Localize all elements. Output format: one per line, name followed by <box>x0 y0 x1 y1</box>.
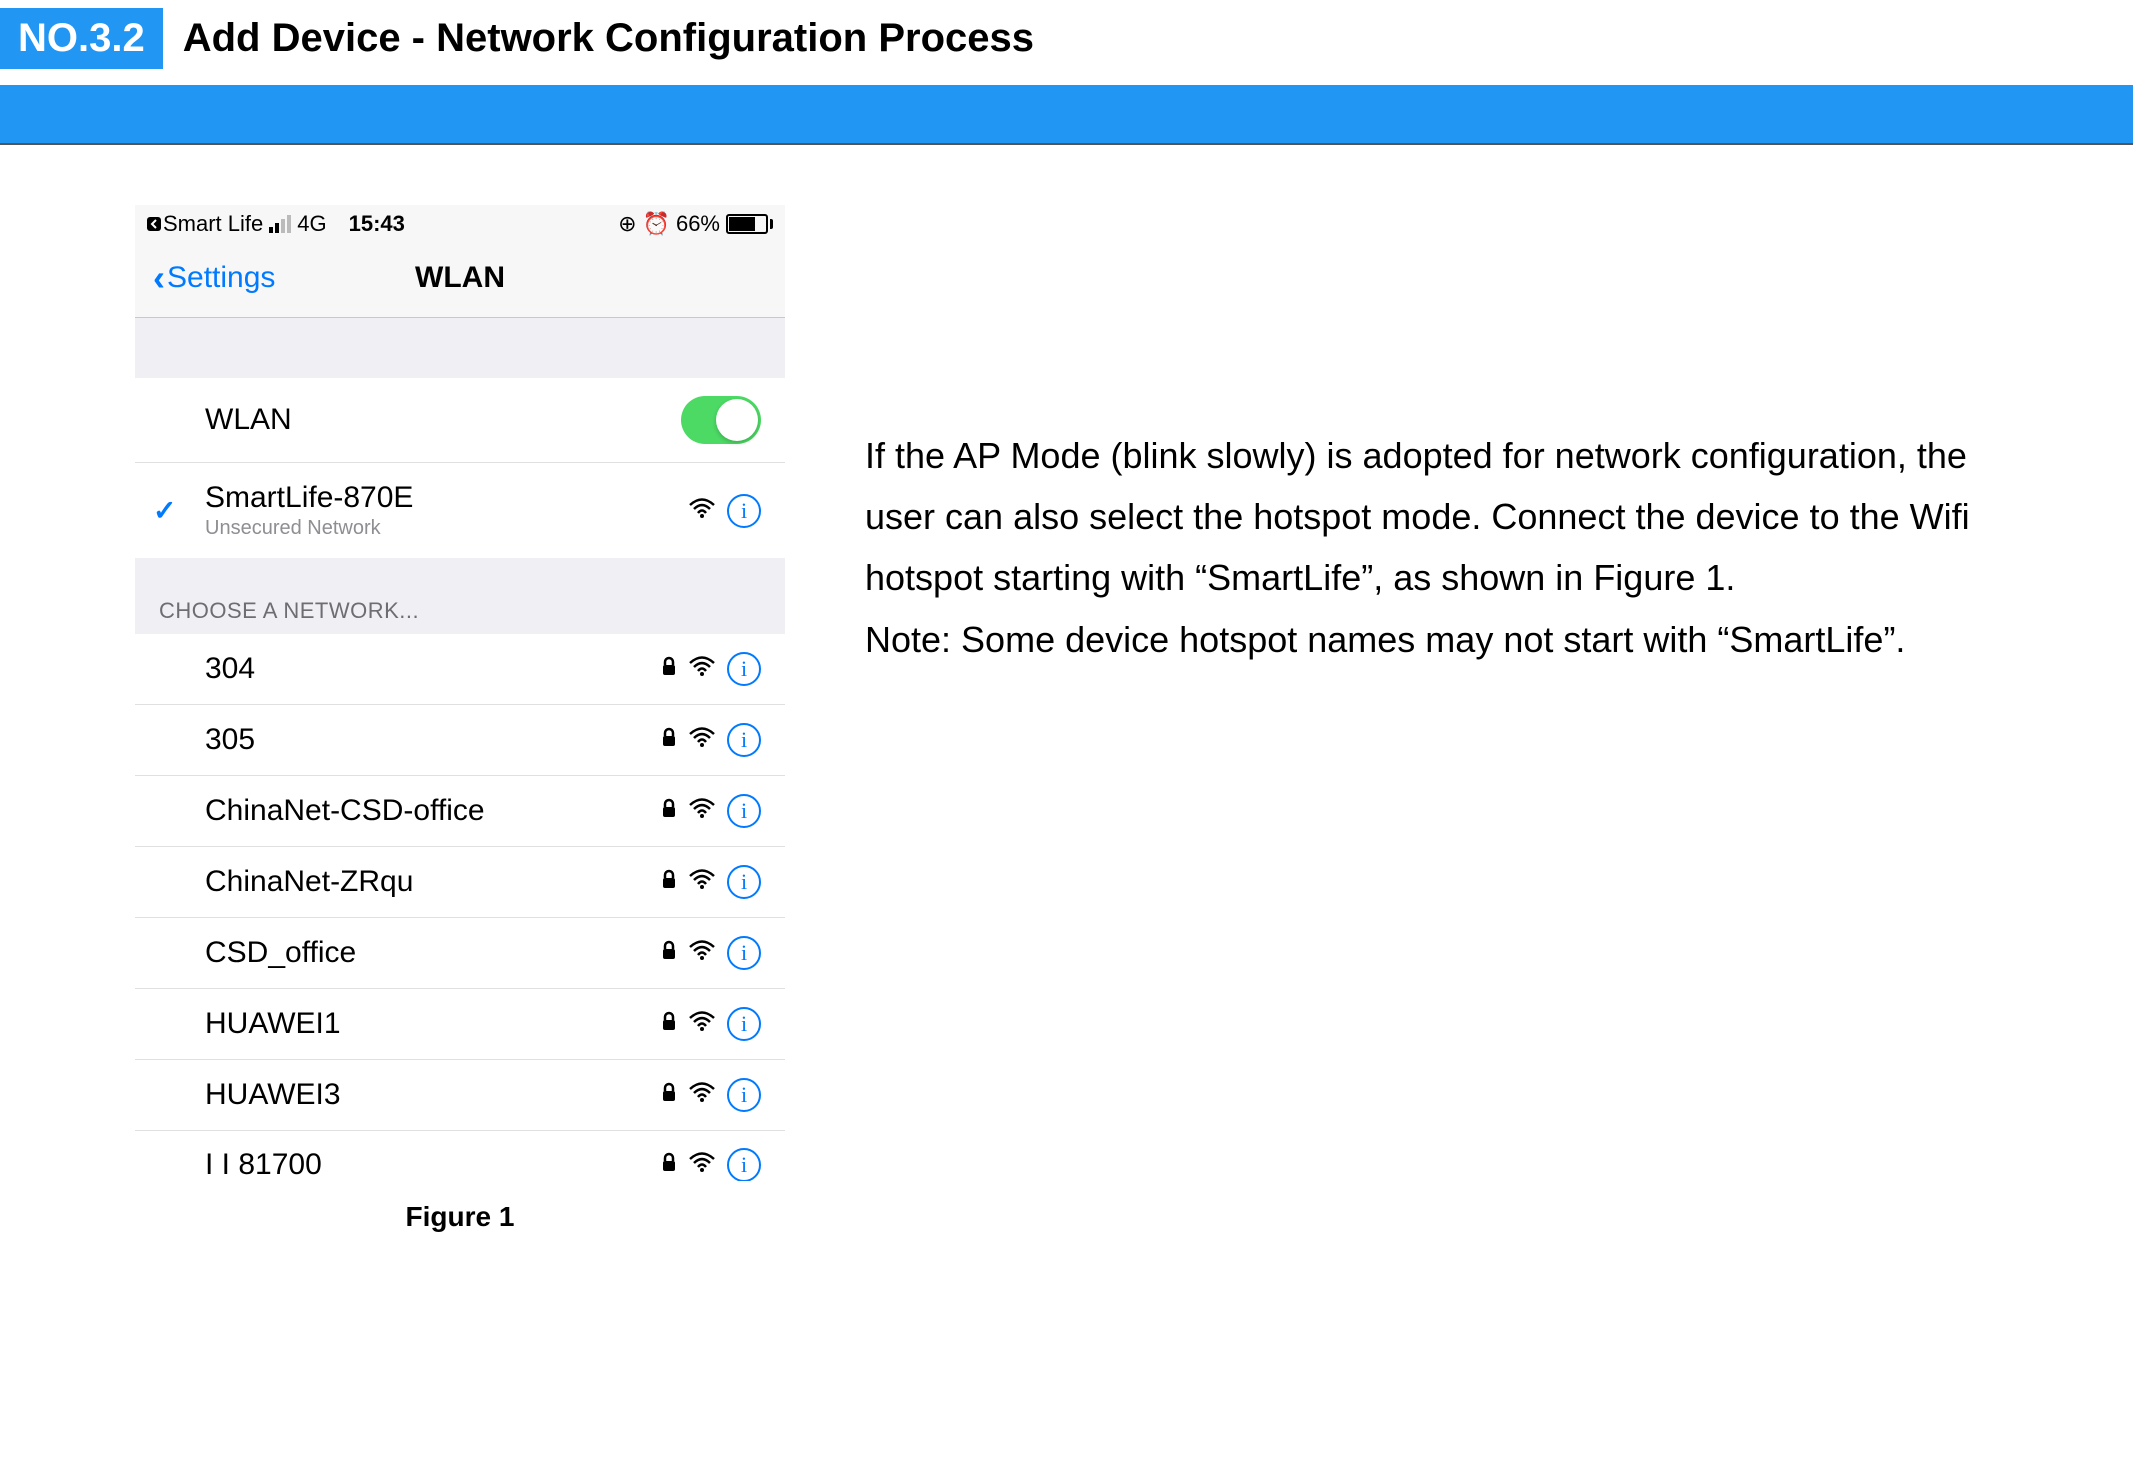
network-ssid: CSD_office <box>205 936 661 970</box>
network-icons: i <box>661 865 761 899</box>
network-icons: i <box>661 1078 761 1112</box>
lock-icon <box>661 798 677 824</box>
wifi-icon <box>689 939 715 967</box>
info-icon[interactable]: i <box>727 794 761 828</box>
lock-icon <box>661 1082 677 1108</box>
lock-icon <box>661 656 677 682</box>
network-icons: i <box>661 1007 761 1041</box>
info-icon[interactable]: i <box>727 936 761 970</box>
network-row[interactable]: I I 81700 i <box>135 1131 785 1181</box>
network-ssid: ChinaNet-CSD-office <box>205 794 661 828</box>
network-row[interactable]: ChinaNet-CSD-office i <box>135 776 785 847</box>
alarm-icon: ⏰ <box>643 211 670 237</box>
nav-bar: ‹ Settings WLAN <box>135 243 785 318</box>
battery-icon <box>726 214 773 234</box>
wlan-toggle-group: WLAN ✓ SmartLife-870E Unsecured Network <box>135 378 785 558</box>
connected-icons: i <box>689 494 761 528</box>
wifi-icon <box>689 1010 715 1038</box>
phone-screenshot: Smart Life 4G 15:43 ⊕ ⏰ 66% <box>135 205 785 1181</box>
back-app-label: Smart Life <box>163 211 263 237</box>
network-icons: i <box>661 794 761 828</box>
spacer <box>135 318 785 378</box>
network-icons: i <box>661 1148 761 1181</box>
status-bar: Smart Life 4G 15:43 ⊕ ⏰ 66% <box>135 205 785 243</box>
info-icon[interactable]: i <box>727 865 761 899</box>
network-ssid: 304 <box>205 652 661 686</box>
page-header: NO.3.2 Add Device - Network Configuratio… <box>0 0 2133 85</box>
network-ssid: 305 <box>205 723 661 757</box>
lock-icon <box>661 1152 677 1178</box>
section-number-badge: NO.3.2 <box>0 8 163 69</box>
connected-network-row[interactable]: ✓ SmartLife-870E Unsecured Network i <box>135 463 785 558</box>
wifi-icon <box>689 655 715 683</box>
checkmark-icon: ✓ <box>153 494 176 527</box>
network-ssid: ChinaNet-ZRqu <box>205 865 661 899</box>
network-row[interactable]: HUAWEI3 i <box>135 1060 785 1131</box>
back-button[interactable]: ‹ Settings <box>153 257 275 299</box>
info-icon[interactable]: i <box>727 1078 761 1112</box>
choose-network-header: CHOOSE A NETWORK... <box>135 558 785 634</box>
description-column: If the AP Mode (blink slowly) is adopted… <box>865 205 2033 1233</box>
network-row[interactable]: 305 i <box>135 705 785 776</box>
wifi-icon <box>689 1081 715 1109</box>
network-icons: i <box>661 936 761 970</box>
network-ssid: HUAWEI1 <box>205 1007 661 1041</box>
lock-icon <box>661 1011 677 1037</box>
network-row[interactable]: HUAWEI1 i <box>135 989 785 1060</box>
divider-bar <box>0 85 2133 145</box>
toggle-knob <box>716 399 758 441</box>
network-icons: i <box>661 652 761 686</box>
connected-subtitle: Unsecured Network <box>205 517 689 540</box>
wlan-toggle-label: WLAN <box>205 403 681 437</box>
info-icon[interactable]: i <box>727 1148 761 1181</box>
phone-figure-column: Smart Life 4G 15:43 ⊕ ⏰ 66% <box>135 205 785 1233</box>
network-row[interactable]: 304 i <box>135 634 785 705</box>
status-left: Smart Life 4G 15:43 <box>147 211 405 237</box>
wifi-icon <box>689 797 715 825</box>
clock: 15:43 <box>349 211 405 237</box>
battery-pct: 66% <box>676 211 720 237</box>
content-area: Smart Life 4G 15:43 ⊕ ⏰ 66% <box>0 145 2133 1233</box>
connected-ssid: SmartLife-870E <box>205 481 689 515</box>
network-row[interactable]: ChinaNet-ZRqu i <box>135 847 785 918</box>
info-icon[interactable]: i <box>727 494 761 528</box>
lock-icon <box>661 727 677 753</box>
signal-icon <box>269 215 291 233</box>
wifi-icon <box>689 1151 715 1179</box>
network-list: 304i305iChinaNet-CSD-officeiChinaNet-ZRq… <box>135 634 785 1181</box>
status-right: ⊕ ⏰ 66% <box>618 211 773 237</box>
info-icon[interactable]: i <box>727 652 761 686</box>
wifi-icon <box>689 726 715 754</box>
figure-caption: Figure 1 <box>406 1201 515 1233</box>
orientation-lock-icon: ⊕ <box>618 211 636 237</box>
wifi-icon <box>689 497 715 525</box>
wifi-icon <box>689 868 715 896</box>
lock-icon <box>661 869 677 895</box>
network-ssid: I I 81700 <box>205 1148 661 1181</box>
lock-icon <box>661 940 677 966</box>
back-label: Settings <box>167 261 275 295</box>
info-icon[interactable]: i <box>727 1007 761 1041</box>
connected-network-info: SmartLife-870E Unsecured Network <box>205 481 689 540</box>
wlan-toggle-row[interactable]: WLAN <box>135 378 785 463</box>
section-title: Add Device - Network Configuration Proce… <box>183 16 1034 61</box>
info-icon[interactable]: i <box>727 723 761 757</box>
nav-title: WLAN <box>415 261 505 295</box>
network-row[interactable]: CSD_office i <box>135 918 785 989</box>
carrier-label: 4G <box>297 211 326 237</box>
body-para-2: Note: Some device hotspot names may not … <box>865 609 2033 670</box>
network-ssid: HUAWEI3 <box>205 1078 661 1112</box>
body-para-1: If the AP Mode (blink slowly) is adopted… <box>865 425 2033 609</box>
back-app-chevron-icon <box>147 217 161 231</box>
network-icons: i <box>661 723 761 757</box>
back-to-app[interactable]: Smart Life <box>147 211 263 237</box>
wlan-toggle[interactable] <box>681 396 761 444</box>
chevron-left-icon: ‹ <box>153 257 165 299</box>
